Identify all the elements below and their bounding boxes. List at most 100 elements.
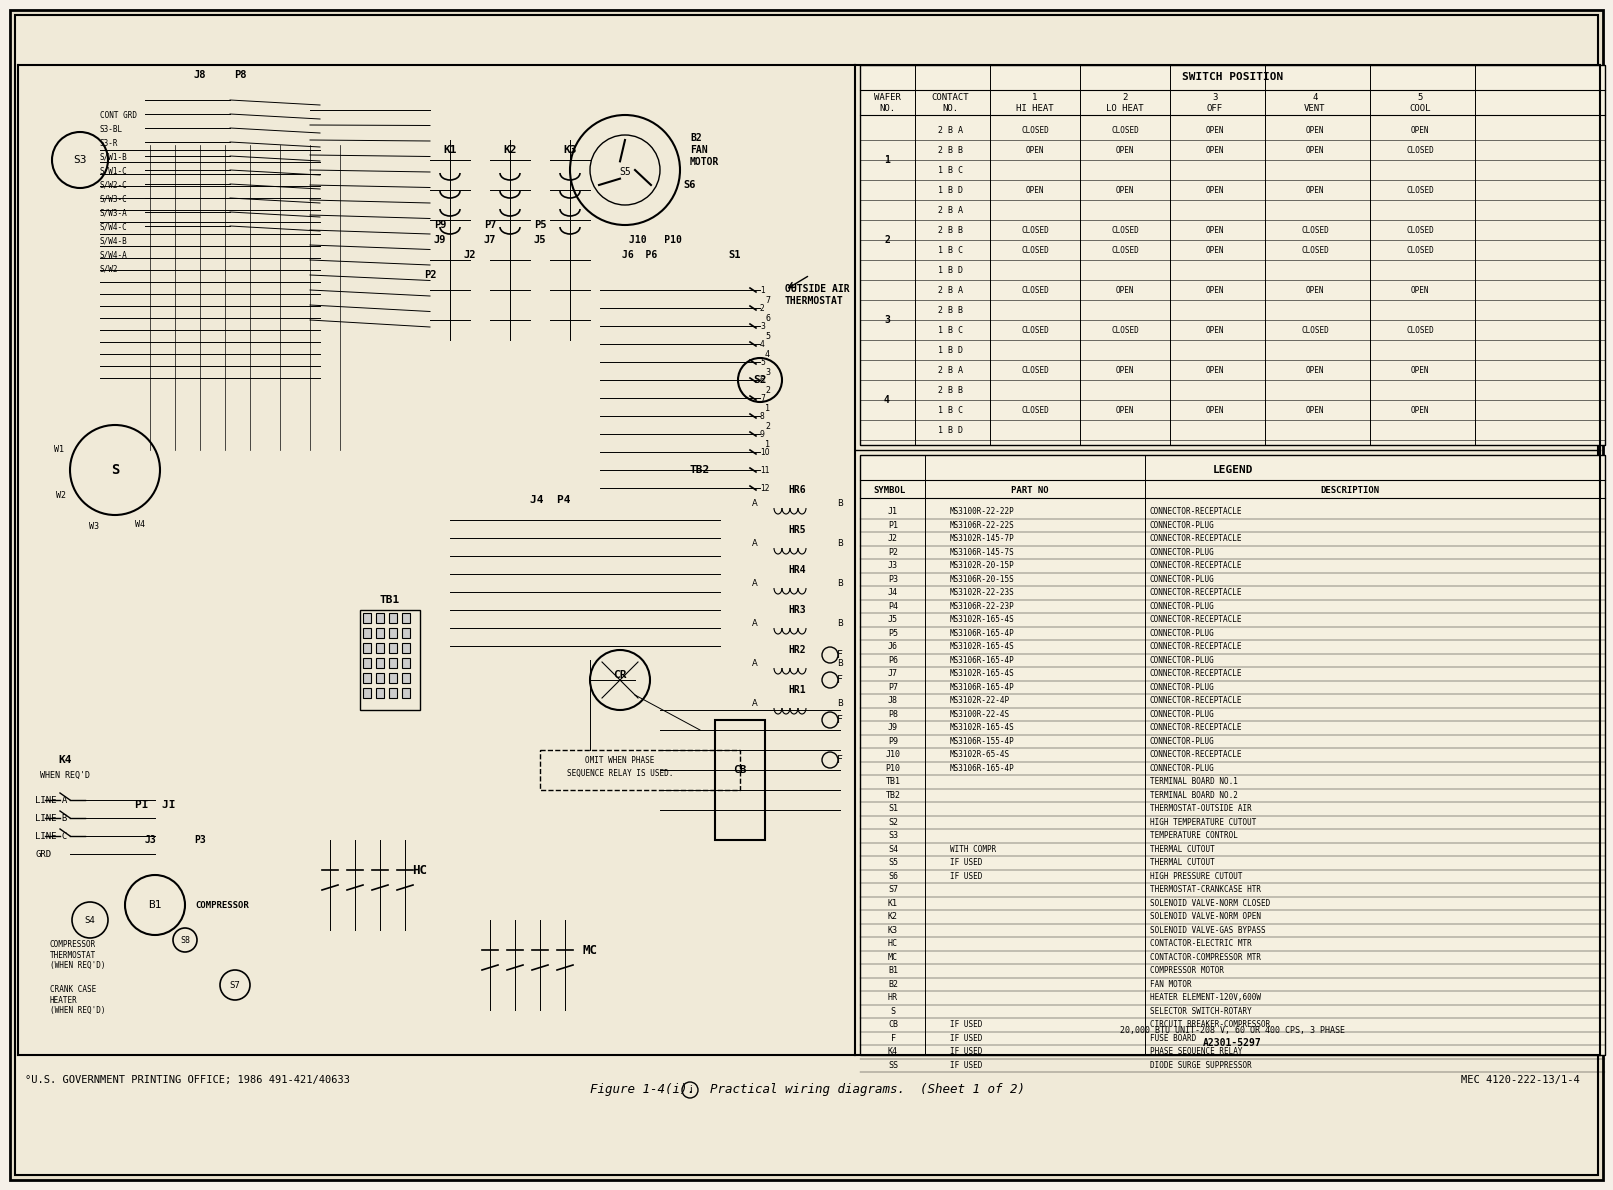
Text: S: S	[890, 1007, 895, 1016]
Text: 4: 4	[884, 395, 890, 405]
Text: CLOSED: CLOSED	[1111, 125, 1139, 134]
Text: CONTACT
NO.: CONTACT NO.	[931, 93, 969, 113]
Text: CLOSED: CLOSED	[1302, 326, 1329, 334]
Text: OPEN: OPEN	[1116, 186, 1134, 194]
Text: J8: J8	[889, 696, 898, 706]
Text: HEATER ELEMENT-120V,600W: HEATER ELEMENT-120V,600W	[1150, 994, 1261, 1002]
Text: J8: J8	[194, 70, 206, 80]
FancyBboxPatch shape	[376, 658, 384, 668]
Text: B1: B1	[889, 966, 898, 976]
Text: 1: 1	[884, 155, 890, 165]
Text: S5: S5	[619, 167, 631, 177]
Text: HC: HC	[413, 864, 427, 877]
Text: K2: K2	[889, 913, 898, 921]
Text: S7: S7	[229, 981, 240, 990]
FancyBboxPatch shape	[402, 674, 410, 683]
Text: CLOSED: CLOSED	[1407, 245, 1434, 255]
Text: HR2: HR2	[789, 645, 806, 654]
Text: TB1: TB1	[886, 777, 900, 787]
Text: 2 B B: 2 B B	[937, 306, 963, 314]
Text: J10: J10	[886, 750, 900, 759]
Text: CONTACTOR-COMPRESSOR MTR: CONTACTOR-COMPRESSOR MTR	[1150, 953, 1261, 962]
Text: LINE C: LINE C	[35, 832, 68, 840]
Text: W2: W2	[55, 490, 66, 500]
Text: B2: B2	[889, 979, 898, 989]
Text: B: B	[837, 539, 844, 547]
Text: J9: J9	[434, 234, 447, 245]
Text: 1 B C: 1 B C	[937, 165, 963, 175]
Text: P8: P8	[889, 709, 898, 719]
Text: MEC 4120-222-13/1-4: MEC 4120-222-13/1-4	[1461, 1075, 1581, 1085]
FancyBboxPatch shape	[363, 658, 371, 668]
FancyBboxPatch shape	[402, 628, 410, 638]
Text: 1 B C: 1 B C	[937, 326, 963, 334]
Text: CONNECTOR-PLUG: CONNECTOR-PLUG	[1150, 521, 1215, 530]
Text: COMPRESSOR
THERMOSTAT
(WHEN REQ'D): COMPRESSOR THERMOSTAT (WHEN REQ'D)	[50, 940, 105, 970]
Text: MS3106R-165-4P: MS3106R-165-4P	[950, 764, 1015, 772]
Text: CONNECTOR-PLUG: CONNECTOR-PLUG	[1150, 628, 1215, 638]
Text: CONNECTOR-RECEPTACLE: CONNECTOR-RECEPTACLE	[1150, 724, 1242, 732]
Text: 11: 11	[760, 465, 769, 475]
Text: THERMAL CUTOUT: THERMAL CUTOUT	[1150, 858, 1215, 868]
Text: OPEN: OPEN	[1207, 326, 1224, 334]
Text: HIGH PRESSURE CUTOUT: HIGH PRESSURE CUTOUT	[1150, 872, 1242, 881]
Text: WAFER
NO.: WAFER NO.	[874, 93, 900, 113]
Text: IF USED: IF USED	[950, 1047, 982, 1057]
Text: MS3106R-22-23P: MS3106R-22-23P	[950, 602, 1015, 610]
Text: HC: HC	[889, 939, 898, 948]
Text: J4: J4	[889, 588, 898, 597]
Text: B1: B1	[148, 900, 161, 910]
Text: CONNECTOR-RECEPTACLE: CONNECTOR-RECEPTACLE	[1150, 643, 1242, 651]
Text: J3: J3	[144, 835, 156, 845]
FancyBboxPatch shape	[15, 15, 1598, 1175]
Text: S: S	[111, 463, 119, 477]
Text: CONNECTOR-PLUG: CONNECTOR-PLUG	[1150, 764, 1215, 772]
Text: TERMINAL BOARD NO.1: TERMINAL BOARD NO.1	[1150, 777, 1237, 787]
Text: S2: S2	[753, 375, 766, 386]
Text: CIRCUIT BREAKER-COMPRESSOR: CIRCUIT BREAKER-COMPRESSOR	[1150, 1020, 1271, 1029]
Text: MS3102R-165-4S: MS3102R-165-4S	[950, 724, 1015, 732]
Text: 1 B C: 1 B C	[937, 406, 963, 414]
Text: PART NO: PART NO	[1011, 486, 1048, 495]
Text: CLOSED: CLOSED	[1407, 145, 1434, 155]
Text: A: A	[752, 499, 758, 507]
Text: J4  P4: J4 P4	[529, 495, 571, 505]
Text: PHASE SEQUENCE RELAY: PHASE SEQUENCE RELAY	[1150, 1047, 1242, 1057]
Text: CLOSED: CLOSED	[1111, 225, 1139, 234]
Text: 7: 7	[765, 295, 769, 305]
Text: CONNECTOR-PLUG: CONNECTOR-PLUG	[1150, 575, 1215, 584]
Text: 7: 7	[760, 394, 765, 402]
Text: 2: 2	[884, 234, 890, 245]
Text: B: B	[837, 619, 844, 627]
Text: CONT GRD: CONT GRD	[100, 111, 137, 119]
Text: OPEN: OPEN	[1207, 245, 1224, 255]
Text: OPEN: OPEN	[1207, 145, 1224, 155]
Text: S4: S4	[84, 915, 95, 925]
Text: THERMAL CUTOUT: THERMAL CUTOUT	[1150, 845, 1215, 853]
Text: GRD: GRD	[35, 850, 52, 858]
Text: 1: 1	[765, 403, 769, 413]
FancyBboxPatch shape	[389, 658, 397, 668]
Text: 2 B A: 2 B A	[937, 206, 963, 214]
Text: MS3102R-165-4S: MS3102R-165-4S	[950, 669, 1015, 678]
Text: 20,000 BTU UNIT-208 V, 60 OR 400 CPS, 3 PHASE: 20,000 BTU UNIT-208 V, 60 OR 400 CPS, 3 …	[1119, 1026, 1345, 1034]
Text: S5: S5	[889, 858, 898, 868]
Text: SS: SS	[889, 1060, 898, 1070]
Text: OPEN: OPEN	[1411, 125, 1429, 134]
Text: MS3102R-22-4P: MS3102R-22-4P	[950, 696, 1010, 706]
Text: CLOSED: CLOSED	[1111, 245, 1139, 255]
Text: OPEN: OPEN	[1116, 286, 1134, 294]
Text: THERMOSTAT-CRANKCASE HTR: THERMOSTAT-CRANKCASE HTR	[1150, 885, 1261, 894]
Text: K4: K4	[58, 754, 71, 765]
Text: J10   P10: J10 P10	[629, 234, 681, 245]
Text: MS3106R-165-4P: MS3106R-165-4P	[950, 683, 1015, 691]
Text: TB1: TB1	[381, 595, 400, 605]
FancyBboxPatch shape	[10, 10, 1603, 1180]
Text: J5: J5	[534, 234, 547, 245]
Text: 1: 1	[765, 439, 769, 449]
Text: OPEN: OPEN	[1026, 186, 1044, 194]
Text: COMPRESSOR: COMPRESSOR	[195, 901, 248, 909]
Text: S/W3-C: S/W3-C	[100, 194, 127, 203]
Text: IF USED: IF USED	[950, 1060, 982, 1070]
Text: 2 B A: 2 B A	[937, 286, 963, 294]
